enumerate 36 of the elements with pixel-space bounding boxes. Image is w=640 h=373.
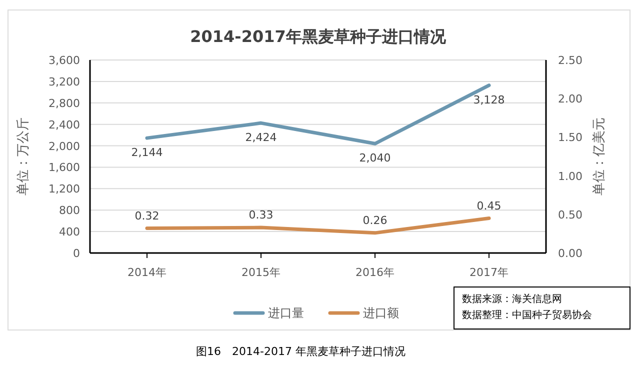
legend-label: 进口额 <box>363 306 399 320</box>
x-tick-label: 2014年 <box>128 266 166 279</box>
legend-label: 进口量 <box>268 306 304 320</box>
text: 数据整理：中国种子贸易协会 <box>462 309 592 321</box>
data-label: 0.33 <box>248 208 274 222</box>
y2-tick-label: 0.50 <box>558 208 582 222</box>
x-tick-label: 2016年 <box>356 266 394 279</box>
y2-tick-label: 2.00 <box>558 92 582 106</box>
y-tick-label: 3,600 <box>48 54 80 67</box>
y2-tick-label: 1.50 <box>558 131 582 144</box>
y2-axis-title: 单位：亿美元 <box>591 118 607 196</box>
data-label: 2,040 <box>359 152 391 165</box>
y-axis-title: 单位：万公斤 <box>16 118 31 196</box>
y-tick-label: 400 <box>59 226 80 239</box>
y-tick-label: 1,200 <box>48 182 80 196</box>
y2-tick-label: 2.50 <box>558 54 582 67</box>
data-label: 0.32 <box>134 209 160 222</box>
source-note: 数据来源：海关信息网 <box>462 293 562 305</box>
data-label: 0.45 <box>476 199 502 212</box>
y-tick-label: 2,400 <box>48 118 80 132</box>
y2-tick-label: 1.00 <box>558 170 582 183</box>
y-tick-label: 1,600 <box>48 161 80 174</box>
y-tick-label: 3,200 <box>48 75 80 88</box>
data-label: 2,144 <box>131 146 163 160</box>
x-tick-label: 2017年 <box>470 266 508 279</box>
data-label: 0.26 <box>362 214 388 227</box>
chart-title: 2014-2017年黑麦草种子进口情况 <box>190 27 447 46</box>
y-tick-label: 2,000 <box>48 140 80 153</box>
y-tick-label: 800 <box>59 204 80 218</box>
y2-tick-label: 0.00 <box>558 247 582 260</box>
caption: 图16 2014-2017 年黑麦草种子进口情况 <box>196 345 406 358</box>
data-label: 2,424 <box>245 131 277 144</box>
y-tick-label: 2,800 <box>48 96 80 110</box>
x-tick-label: 2015年 <box>242 266 280 279</box>
y-tick-label: 0 <box>73 247 80 260</box>
data-label: 3,128 <box>473 93 505 106</box>
